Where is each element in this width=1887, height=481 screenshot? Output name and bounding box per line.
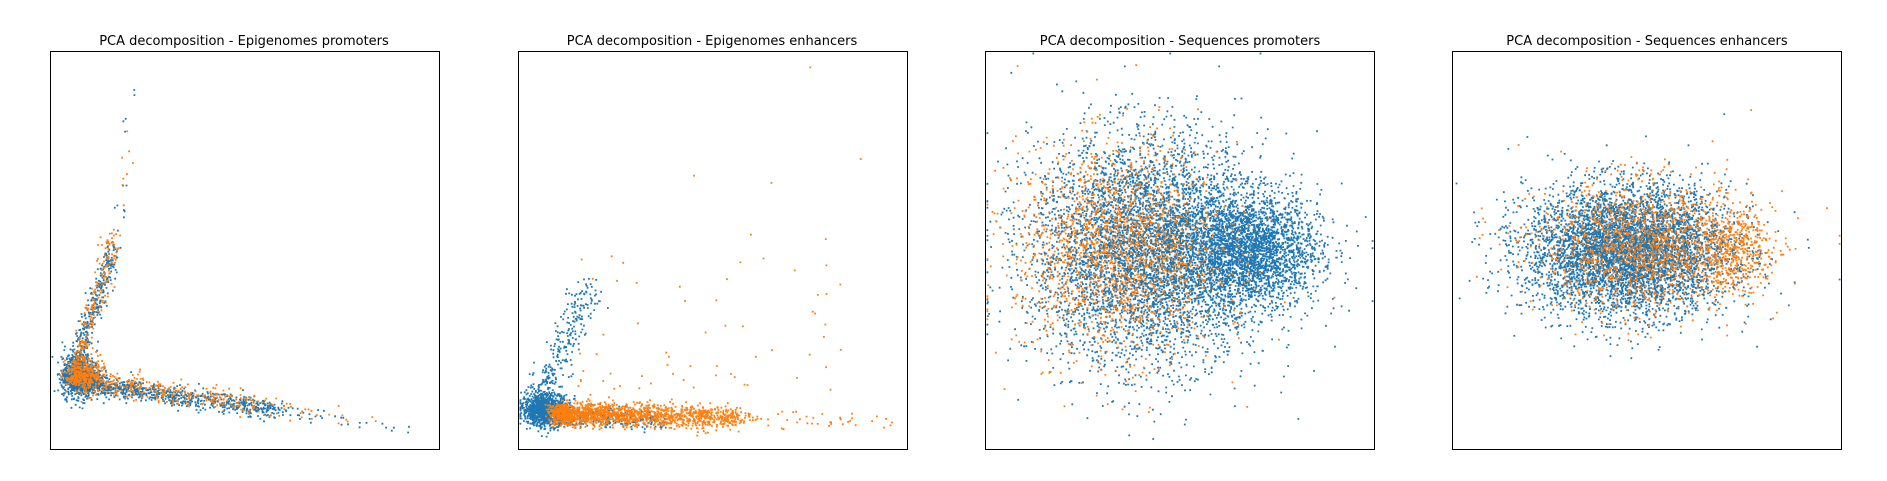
scatter-series-orange	[1476, 109, 1841, 342]
scatter-series-blue	[986, 52, 1374, 440]
scatter-series-orange	[59, 130, 377, 425]
panel-title: PCA decomposition - Sequences promoters	[1040, 34, 1321, 49]
panel-title: PCA decomposition - Sequences enhancers	[1506, 34, 1788, 49]
scatter-points	[519, 66, 893, 438]
plot-frame	[1452, 51, 1842, 450]
panel-sequences-promoters: PCA decomposition - Sequences promoters	[985, 34, 1375, 450]
scatter-series-blue	[51, 89, 410, 434]
plot-frame	[50, 51, 440, 450]
panel-epigenomes-enhancers: PCA decomposition - Epigenomes enhancers	[518, 34, 908, 450]
scatter-points	[1455, 109, 1841, 360]
scatter-points	[986, 52, 1374, 440]
panel-sequences-enhancers: PCA decomposition - Sequences enhancers	[1452, 34, 1842, 450]
scatter-points	[51, 89, 410, 434]
panel-epigenomes-promoters: PCA decomposition - Epigenomes promoters	[50, 34, 440, 450]
plot-frame	[518, 51, 908, 450]
panel-title: PCA decomposition - Epigenomes promoters	[99, 34, 389, 49]
scatter-series-orange	[544, 66, 893, 437]
scatter-series-blue	[519, 277, 673, 438]
plot-frame	[985, 51, 1375, 450]
panel-title: PCA decomposition - Epigenomes enhancers	[567, 34, 858, 49]
